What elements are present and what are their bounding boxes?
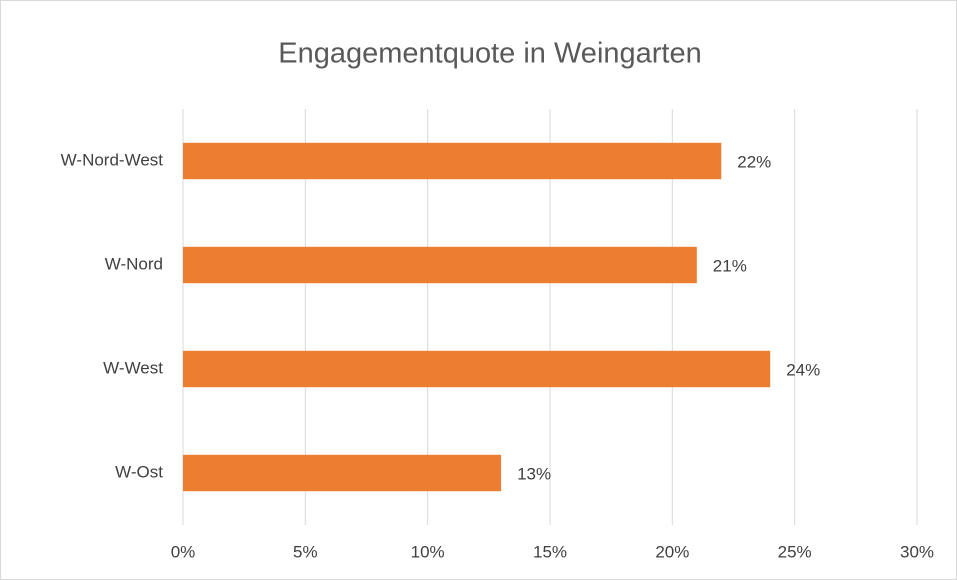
y-tick-label: W-Nord-West <box>61 150 164 169</box>
x-tick-label: 0% <box>171 542 196 561</box>
x-tick-label: 5% <box>293 542 318 561</box>
value-label: 21% <box>713 256 747 275</box>
chart-title: Engagementquote in Weingarten <box>278 38 702 70</box>
x-tick-label: 10% <box>411 542 445 561</box>
bar <box>183 350 771 388</box>
y-tick-label: W-Nord <box>105 254 163 273</box>
bar <box>183 454 502 492</box>
bar <box>183 246 697 284</box>
x-tick-label: 25% <box>778 542 812 561</box>
y-tick-label: W-Ost <box>115 462 163 481</box>
x-tick-label: 15% <box>533 542 567 561</box>
y-tick-label: W-West <box>103 358 163 377</box>
value-label: 24% <box>786 360 820 379</box>
value-label: 13% <box>517 464 551 483</box>
value-label: 22% <box>737 152 771 171</box>
x-tick-label: 30% <box>900 542 934 561</box>
bar <box>183 142 722 180</box>
x-tick-label: 20% <box>655 542 689 561</box>
